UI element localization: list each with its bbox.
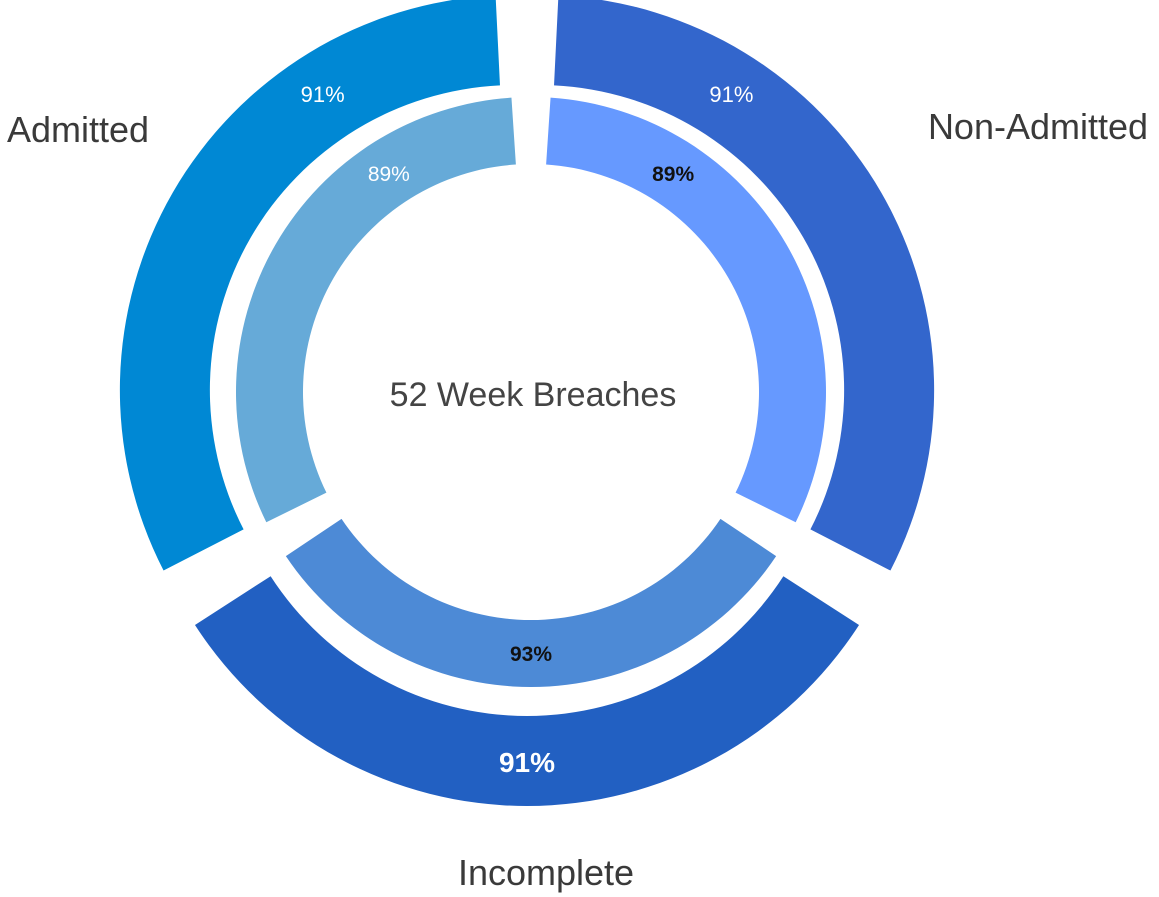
category-label-non-admitted: Non-Admitted — [928, 106, 1148, 147]
inner-ring-label-non-admitted: 89% — [652, 163, 694, 186]
inner-ring-label-admitted: 89% — [368, 163, 410, 186]
category-label-admitted: Admitted — [7, 109, 149, 150]
chart-title: 52 Week Breaches — [390, 376, 677, 414]
inner-ring-label-incomplete: 93% — [510, 643, 552, 666]
inner-ring-segment-admitted — [236, 97, 516, 523]
inner-ring-segment-non-admitted — [546, 97, 826, 523]
chart-category-labels: Admitted Non-Admitted Incomplete — [7, 106, 1148, 893]
outer-ring-segment-non-admitted — [554, 0, 935, 571]
outer-ring-segment-admitted — [119, 0, 500, 571]
outer-ring-label-incomplete: 91% — [499, 747, 555, 778]
category-label-incomplete: Incomplete — [458, 852, 634, 893]
chart-segment-labels: 91% 91% 91% 89% 89% 93% — [301, 82, 754, 778]
chart-segments — [119, 0, 935, 806]
outer-ring-label-admitted: 91% — [301, 82, 345, 107]
outer-ring-segment-incomplete — [194, 576, 860, 806]
outer-ring-label-non-admitted: 91% — [709, 82, 753, 107]
inner-ring-segment-incomplete — [285, 518, 777, 687]
